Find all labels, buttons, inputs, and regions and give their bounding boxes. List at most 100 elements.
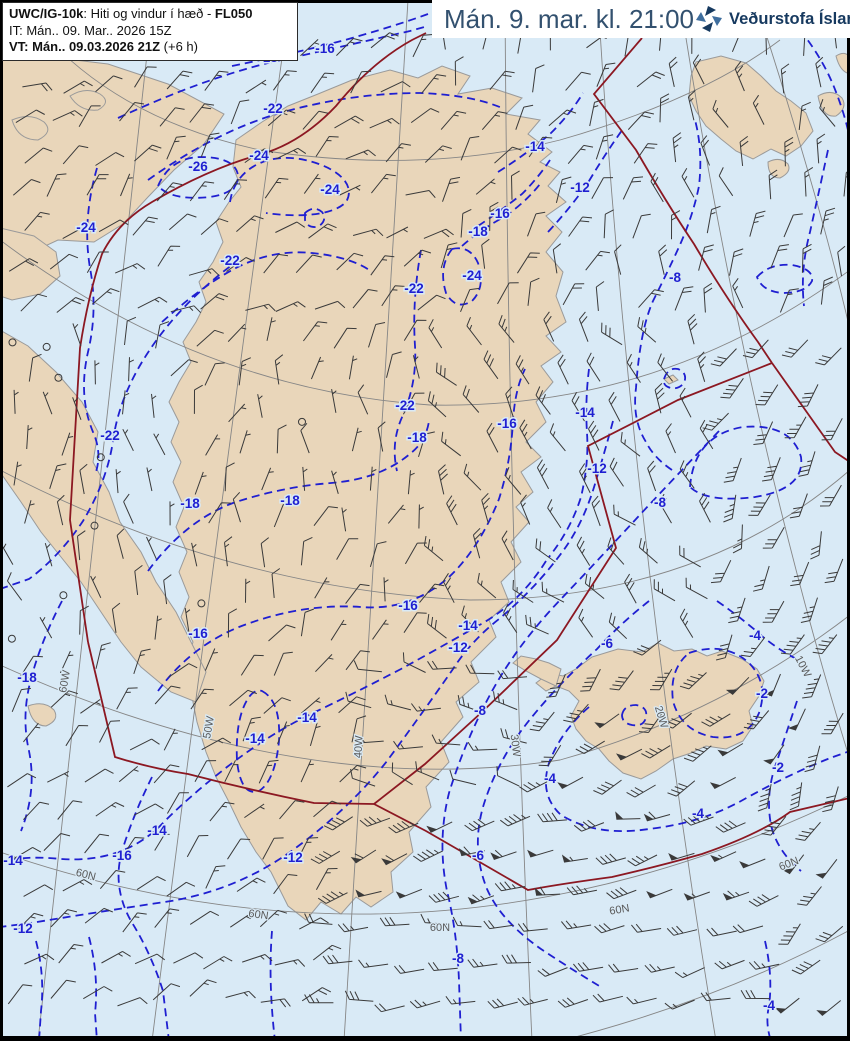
land-polygon <box>168 65 567 921</box>
wind-barb-icon <box>200 132 220 158</box>
wind-barb-icon <box>512 579 534 603</box>
wind-barb-icon <box>116 528 125 559</box>
wind-barb-icon <box>47 770 70 783</box>
wind-barb-icon <box>193 384 203 414</box>
wind-barb-icon <box>117 997 148 1007</box>
wind-barb-icon <box>194 760 217 783</box>
wind-barb-icon <box>757 784 772 812</box>
temperature-labels: -18-16-22-24-26-24-24-22-22-14-12-16-18-… <box>2 40 786 1015</box>
wind-barb-icon <box>460 208 472 238</box>
wind-barb-icon <box>417 294 446 311</box>
wind-barb-icon <box>264 177 289 199</box>
calm-wind-icon <box>42 342 51 351</box>
temp-contour <box>269 930 276 1041</box>
wind-barb-icon <box>352 228 384 237</box>
wind-barb-icon <box>627 854 658 867</box>
temp-label: -2 <box>772 760 784 775</box>
wind-barb-icon <box>344 990 374 1002</box>
wind-barb-icon <box>309 722 321 747</box>
wind-barb-icon <box>452 916 482 928</box>
wind-barb-icon <box>562 283 585 306</box>
wind-barb-icon <box>714 776 736 790</box>
wind-barb-icon <box>310 850 341 864</box>
wind-barb-icon <box>498 315 515 343</box>
wind-barb-icon <box>352 289 378 309</box>
wind-barb-icon <box>98 219 129 233</box>
wind-barb-icon <box>122 428 134 452</box>
wind-barb-icon <box>95 75 123 93</box>
wind-barb-icon <box>752 565 770 592</box>
wind-barb-icon <box>331 470 339 494</box>
wind-barb-icon <box>626 353 641 383</box>
wind-barb-icon <box>511 170 520 200</box>
wind-barb-icon <box>403 612 427 633</box>
wind-barb-icon <box>369 117 400 129</box>
temp-contour <box>716 600 802 662</box>
wind-barb-icon <box>155 321 170 349</box>
wind-barb-icon <box>188 268 220 276</box>
wind-barb-icon <box>134 144 162 162</box>
wind-barb-icon <box>154 615 162 640</box>
wind-barb-icon <box>821 712 844 735</box>
temp-label: -6 <box>601 636 613 651</box>
wind-barb-icon <box>493 849 517 860</box>
graticule-label: 60W <box>57 669 73 694</box>
wind-barb-icon <box>780 634 805 655</box>
pennant-50kt-icon <box>557 782 569 789</box>
meridian-line <box>37 0 154 1041</box>
wind-barb-icon <box>394 964 425 974</box>
wind-barb-icon <box>631 923 662 933</box>
wind-barb-icon <box>659 93 670 123</box>
wind-barb-icon <box>170 359 198 377</box>
wind-barb-icon <box>350 768 376 787</box>
temp-contour <box>235 689 281 793</box>
wind-barb-icon <box>11 687 31 712</box>
wind-barb-icon <box>345 149 376 160</box>
wind-barb-icon <box>236 215 264 232</box>
wind-barb-icon <box>95 802 125 817</box>
wind-barb-icon <box>679 387 692 418</box>
land-polygon <box>835 52 850 75</box>
wind-barb-icon <box>341 507 347 532</box>
wind-barb-icon <box>463 463 482 491</box>
wind-barb-icon <box>205 865 226 889</box>
temp-contour <box>393 249 422 472</box>
wind-barb-icon <box>128 357 135 382</box>
wind-barb-icon <box>460 287 480 312</box>
wind-barb-icon <box>595 281 605 311</box>
wind-barb-icon <box>209 801 235 822</box>
wind-barb-icon <box>15 109 45 124</box>
wind-barb-icon <box>666 925 698 936</box>
wind-barb-icon <box>196 329 224 347</box>
temp-contour <box>497 92 584 173</box>
pennant-50kt-icon <box>763 758 775 765</box>
wind-barb-icon <box>798 101 811 130</box>
wind-barb-icon <box>789 493 808 519</box>
pennant-50kt-icon <box>381 858 392 865</box>
wind-barb-icon <box>804 166 814 197</box>
wind-barb-icon <box>445 996 476 1005</box>
wind-barb-icon <box>203 956 233 970</box>
fir-boundary-line <box>373 797 850 891</box>
wind-barb-icon <box>62 226 93 240</box>
pennant-50kt-icon <box>616 753 627 760</box>
wind-barb-icon <box>420 913 450 925</box>
wind-barb-icon <box>194 471 207 495</box>
wind-barb-icon <box>609 670 634 691</box>
wind-barb-icon <box>548 109 577 127</box>
wind-barb-icon <box>728 597 746 624</box>
temp-contour <box>304 207 326 229</box>
wind-barb-icon <box>159 107 185 127</box>
wind-barb-icon <box>388 821 419 834</box>
wind-barb-icon <box>331 389 337 413</box>
wind-barb-icon <box>779 288 799 313</box>
wind-barb-icon <box>258 759 279 784</box>
wind-barb-icon <box>742 858 766 869</box>
wind-barb-icon <box>369 541 387 568</box>
wind-barb-icon <box>379 917 410 927</box>
wind-barb-icon <box>461 846 485 857</box>
wind-barb-icon <box>227 838 251 860</box>
wind-barb-icon <box>86 251 109 274</box>
temp-label: -8 <box>452 951 464 966</box>
wind-barb-icon <box>794 708 806 731</box>
